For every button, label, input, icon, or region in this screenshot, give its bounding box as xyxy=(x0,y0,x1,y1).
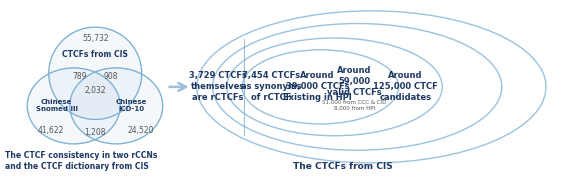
Text: 2,032: 2,032 xyxy=(84,86,106,95)
Ellipse shape xyxy=(49,27,142,119)
Text: Around
59,000
valid CTCFs: Around 59,000 valid CTCFs xyxy=(327,66,382,97)
Text: 789: 789 xyxy=(72,72,87,81)
Text: Chinese
ICD-10: Chinese ICD-10 xyxy=(116,99,147,112)
Text: The CTCFs from CIS: The CTCFs from CIS xyxy=(293,162,393,171)
Text: 55,732: 55,732 xyxy=(82,33,108,43)
Text: 7,454 CTCFs
as synonyms
of rCTCF: 7,454 CTCFs as synonyms of rCTCF xyxy=(241,71,301,102)
Text: 41,622: 41,622 xyxy=(38,126,64,135)
Text: Around
125,000 CTCF
candidates: Around 125,000 CTCF candidates xyxy=(373,71,438,102)
Text: CTCFs from CIS: CTCFs from CIS xyxy=(62,50,128,59)
Text: Chinese
Snomed III: Chinese Snomed III xyxy=(36,99,78,112)
Ellipse shape xyxy=(70,68,163,144)
Text: The CTCF consistency in two rCCNs
and the CTCF dictionary from CIS: The CTCF consistency in two rCCNs and th… xyxy=(5,151,157,171)
Text: 908: 908 xyxy=(104,72,119,81)
Ellipse shape xyxy=(27,68,120,144)
Text: 1,208: 1,208 xyxy=(84,128,106,137)
Text: Around
39,000 CTCFs
Existing in HPI: Around 39,000 CTCFs Existing in HPI xyxy=(283,71,352,102)
Text: 3,729 CTCFs
themselves
are rCTCFs: 3,729 CTCFs themselves are rCTCFs xyxy=(189,71,247,102)
Text: 51,000 from CCC & CID
8,000 from HPI: 51,000 from CCC & CID 8,000 from HPI xyxy=(322,99,387,111)
Text: 24,520: 24,520 xyxy=(128,126,154,135)
